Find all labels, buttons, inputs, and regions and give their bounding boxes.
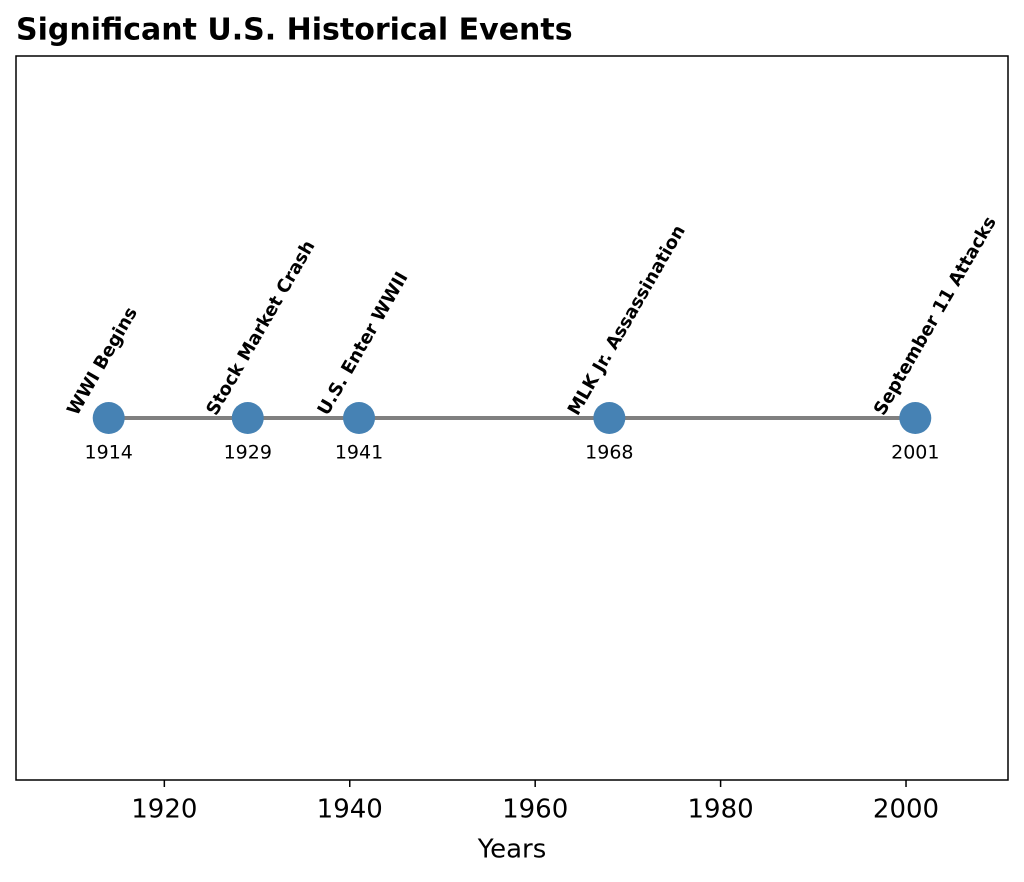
event-label: MLK Jr. Assassination bbox=[564, 222, 690, 419]
x-tick-label: 1940 bbox=[317, 795, 383, 825]
x-tick-label: 1980 bbox=[688, 795, 754, 825]
x-axis-label: Years bbox=[477, 835, 547, 865]
x-tick-label: 2000 bbox=[873, 795, 939, 825]
x-tick-label: 1960 bbox=[502, 795, 568, 825]
x-tick-label: 1920 bbox=[131, 795, 197, 825]
year-label: 1914 bbox=[85, 442, 133, 464]
event-point bbox=[593, 402, 626, 434]
event-label: U.S. Enter WWII bbox=[314, 268, 413, 419]
plot-frame bbox=[15, 55, 1009, 781]
event-point bbox=[899, 402, 932, 434]
event-label: September 11 Attacks bbox=[870, 213, 1001, 419]
year-label: 1941 bbox=[335, 442, 383, 464]
event-label: WWI Begins bbox=[63, 304, 142, 419]
event-label: Stock Market Crash bbox=[202, 237, 319, 419]
year-label: 1929 bbox=[224, 442, 272, 464]
event-point bbox=[92, 402, 125, 434]
event-point bbox=[343, 402, 376, 434]
chart-title: Significant U.S. Historical Events bbox=[16, 13, 573, 48]
year-label: 1968 bbox=[585, 442, 633, 464]
year-label: 2001 bbox=[891, 442, 939, 464]
event-point bbox=[231, 402, 264, 434]
